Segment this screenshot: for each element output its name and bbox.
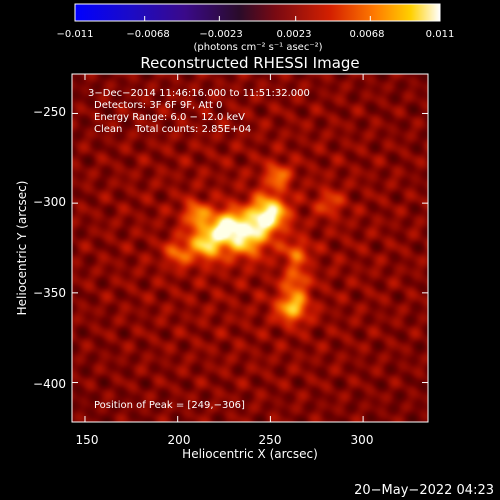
annotation-energy-range: Energy Range: 6.0 − 12.0 keV xyxy=(94,112,245,123)
y-axis-label: Heliocentric Y (arcsec) xyxy=(15,181,29,316)
colorbar-tick-label: −0.011 xyxy=(56,29,93,40)
x-tick-label: 250 xyxy=(259,433,282,447)
colorbar-tick-label: −0.0068 xyxy=(126,29,169,40)
x-tick-label: 300 xyxy=(351,433,374,447)
y-tick-label: −400 xyxy=(33,377,66,391)
y-tick-label: −300 xyxy=(33,195,66,209)
y-tick-label: −350 xyxy=(33,286,66,300)
x-tick-label: 200 xyxy=(168,433,191,447)
annotation-clean-counts: Clean Total counts: 2.85E+04 xyxy=(94,124,251,135)
peak-position-label: Position of Peak = [249,−306] xyxy=(94,400,245,411)
annotation-time-range: 3−Dec−2014 11:46:16.000 to 11:51:32.000 xyxy=(88,88,310,99)
plot-frame xyxy=(71,73,429,423)
colorbar xyxy=(75,4,440,21)
colorbar-tick-label: −0.0023 xyxy=(199,29,242,40)
colorbar-tick-label: 0.0068 xyxy=(350,29,385,40)
colorbar-frame xyxy=(74,3,441,22)
chart-title: Reconstructed RHESSI Image xyxy=(140,54,359,72)
x-axis-label: Heliocentric X (arcsec) xyxy=(182,447,318,461)
axis-ticks xyxy=(72,74,428,422)
colorbar-tick-label: 0.011 xyxy=(426,29,455,40)
y-tick-label: −250 xyxy=(33,105,66,119)
colorbar-tick-label: 0.0023 xyxy=(277,29,312,40)
x-tick-label: 150 xyxy=(76,433,99,447)
footer-timestamp: 20−May−2022 04:23 xyxy=(354,483,494,498)
colorbar-ticks xyxy=(74,16,441,21)
colorbar-unit-label: (photons cm⁻² s⁻¹ asec⁻²) xyxy=(193,42,322,53)
annotation-detectors: Detectors: 3F 6F 9F, Att 0 xyxy=(94,100,222,111)
